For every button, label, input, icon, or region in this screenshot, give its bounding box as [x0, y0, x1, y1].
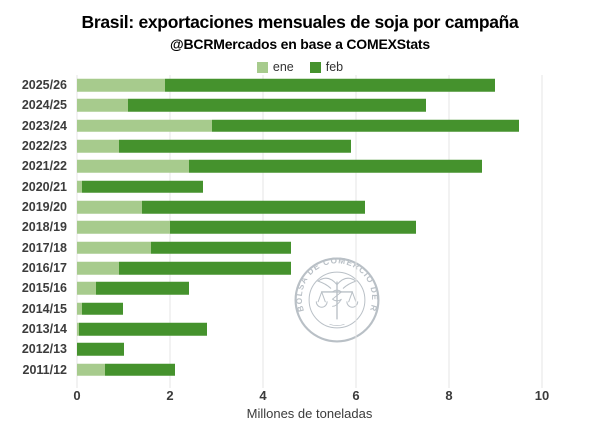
bar-segment-ene — [77, 139, 119, 153]
x-tick-label-6: 6 — [352, 388, 360, 403]
bar-row-2014-15: 2014/15 — [22, 299, 542, 319]
legend-item-ene: ene — [256, 60, 294, 74]
watermark-seal: BOLSA DE COMERCIO DE ROSARIO — [292, 255, 380, 343]
x-tick-label-10: 10 — [534, 388, 550, 403]
bar-track — [77, 302, 124, 316]
bar-row-2018-19: 2018/19 — [22, 217, 542, 237]
bar-segment-feb — [77, 343, 124, 356]
bar-track — [77, 119, 519, 133]
category-label: 2018/19 — [21, 220, 67, 235]
bar-track — [77, 322, 208, 336]
bar-segment-feb — [165, 78, 496, 92]
category-label: 2015/16 — [21, 281, 67, 296]
legend-label: ene — [272, 60, 294, 74]
bar-row-2015-16: 2015/16 — [22, 278, 542, 298]
category-label: 2024/25 — [21, 98, 67, 113]
gridline-8 — [448, 75, 450, 388]
bar-segment-ene — [77, 200, 143, 214]
bar-segment-ene — [77, 160, 189, 173]
bar-row-2012-13: 2012/13 — [22, 339, 542, 359]
category-label: 2012/13 — [21, 342, 67, 357]
bar-segment-feb — [79, 322, 208, 336]
gridline-10 — [541, 75, 543, 388]
bar-segment-ene — [77, 282, 96, 295]
bar-track — [77, 180, 203, 194]
bar-segment-feb — [211, 119, 519, 133]
x-tick-label-0: 0 — [73, 388, 81, 403]
bar-track — [77, 363, 175, 377]
bar-segment-ene — [77, 221, 170, 234]
bar-row-2024-25: 2024/25 — [22, 95, 542, 115]
bar-track — [77, 282, 189, 295]
bar-segment-ene — [77, 119, 212, 133]
bar-track — [77, 99, 426, 112]
bar-row-2021-22: 2021/22 — [22, 156, 542, 176]
bar-segment-feb — [170, 221, 417, 234]
bar-segment-feb — [128, 99, 426, 112]
category-label: 2023/24 — [21, 118, 67, 133]
category-label: 2011/12 — [22, 362, 68, 377]
bar-segment-ene — [77, 302, 82, 316]
bar-segment-ene — [77, 241, 152, 255]
category-label: 2013/14 — [21, 322, 67, 337]
bar-segment-ene — [77, 99, 129, 112]
x-tick-label-8: 8 — [445, 388, 453, 403]
bar-segment-feb — [95, 282, 189, 295]
legend: ene feb — [0, 60, 600, 74]
legend-swatch-feb — [309, 61, 321, 73]
category-label: 2021/22 — [21, 159, 67, 174]
bar-segment-feb — [104, 363, 175, 377]
bar-track — [77, 139, 352, 153]
chart-subtitle: @BCRMercados en base a COMEXStats — [170, 36, 430, 52]
caduceus-scales-icon — [315, 277, 359, 327]
legend-label: feb — [325, 60, 344, 74]
bar-row-2017-18: 2017/18 — [22, 238, 542, 258]
bar-segment-ene — [77, 78, 166, 92]
bar-row-2019-20: 2019/20 — [22, 197, 542, 217]
plot-area: BOLSA DE COMERCIO DE ROSARIO 2025/26 2024… — [22, 75, 543, 388]
category-label: 2014/15 — [21, 301, 67, 316]
bar-track — [77, 200, 366, 214]
bar-row-2011-12: 2011/12 — [23, 360, 542, 380]
bar-segment-feb — [142, 200, 366, 214]
bar-track — [77, 343, 124, 356]
seal-rings — [294, 257, 380, 343]
bar-track — [77, 241, 291, 255]
bar-segment-ene — [77, 261, 119, 275]
bar-segment-ene — [77, 363, 105, 377]
category-label: 2022/23 — [21, 139, 67, 154]
category-label: 2025/26 — [21, 78, 67, 93]
bar-segment-feb — [118, 139, 352, 153]
category-label: 2020/21 — [21, 179, 67, 194]
bar-row-2023-24: 2023/24 — [22, 116, 542, 136]
bar-track — [77, 261, 291, 275]
bar-row-2016-17: 2016/17 — [22, 258, 542, 278]
legend-item-feb: feb — [309, 60, 344, 74]
bar-row-2013-14: 2013/14 — [22, 319, 542, 339]
x-tick-label-4: 4 — [259, 388, 267, 403]
x-tick-label-2: 2 — [166, 388, 174, 403]
bar-segment-feb — [151, 241, 291, 255]
bar-row-2022-23: 2022/23 — [22, 136, 542, 156]
bar-segment-ene — [77, 322, 80, 336]
bar-track — [77, 160, 482, 173]
chart-title: Brasil: exportaciones mensuales de soja … — [81, 12, 519, 32]
category-label: 2017/18 — [21, 240, 67, 255]
bar-row-2020-21: 2020/21 — [22, 177, 542, 197]
category-label: 2016/17 — [21, 261, 67, 276]
x-axis-ticks: 0 2 4 6 8 10 — [73, 388, 549, 404]
legend-swatch-ene — [256, 61, 268, 73]
bar-segment-ene — [77, 180, 82, 194]
bar-segment-feb — [81, 180, 203, 194]
bar-row-2025-26: 2025/26 — [22, 75, 542, 95]
category-label: 2019/20 — [21, 200, 67, 215]
x-axis-title: Millones de toneladas — [246, 406, 373, 421]
bar-segment-feb — [81, 302, 124, 316]
bar-track — [77, 221, 417, 234]
bar-track — [77, 78, 496, 92]
bar-segment-feb — [118, 261, 291, 275]
bar-segment-feb — [188, 160, 482, 173]
